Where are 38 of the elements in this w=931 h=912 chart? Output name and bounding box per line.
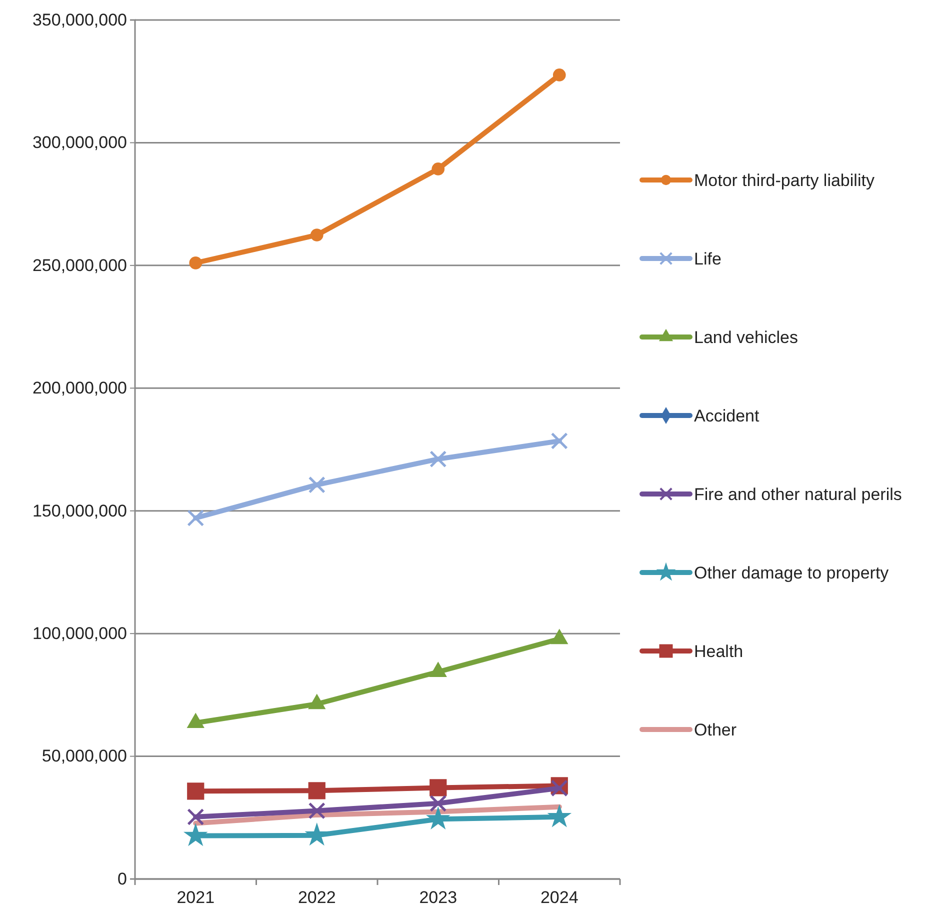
point [306,824,328,845]
point [432,162,445,176]
y-tick-label: 0 [118,869,127,888]
y-tick-label: 350,000,000 [32,10,127,30]
y-tick-label: 250,000,000 [32,256,127,275]
point [430,779,447,796]
legend-label: Fire and other natural perils [694,484,902,504]
y-tick-label: 150,000,000 [32,501,127,520]
point [187,782,204,800]
point [187,808,204,826]
y-tick-label: 100,000,000 [32,624,127,644]
point [308,782,326,800]
point [308,802,326,820]
y-tick-label: 50,000,000 [42,746,127,766]
point [548,805,570,826]
y-tick-label: 300,000,000 [32,133,127,152]
x-tick-label: 2022 [298,888,336,908]
point [552,68,566,82]
point [550,432,568,450]
x-tick-label: 2021 [176,888,215,908]
point [184,824,207,846]
point [310,228,324,242]
point [187,509,204,527]
point [308,476,326,494]
legend-label: Accident [694,406,760,426]
legend-label: Other damage to property [694,563,890,582]
point [427,807,450,829]
legend-label: Health [694,642,744,661]
x-tick-label: 2023 [419,888,458,908]
legend-label: Land vehicles [694,328,798,347]
legend-label: Motor third-party liability [694,170,875,190]
point [430,450,447,468]
point [189,256,202,270]
legend-label: Other [694,720,737,740]
legend-label: Life [694,249,722,268]
x-tick-label: 2024 [540,888,578,908]
point [430,794,447,812]
y-tick-label: 200,000,000 [32,378,127,398]
